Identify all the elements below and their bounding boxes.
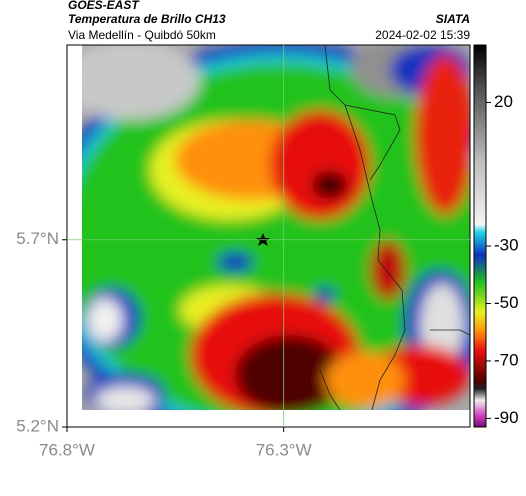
y-tick-label: 5.2°N xyxy=(16,416,59,435)
x-tick-label: 76.3°W xyxy=(256,440,312,459)
colorbar-tick-label: -50 xyxy=(494,293,519,312)
colorbar xyxy=(473,44,487,428)
x-tick-label: 76.8°W xyxy=(39,440,95,459)
colorbar-tick-label: -30 xyxy=(494,236,519,255)
colorbar-tick-label: 20 xyxy=(494,92,513,111)
satellite-image xyxy=(82,45,470,410)
timestamp: 2024-02-02 15:39 xyxy=(375,28,470,42)
agency: SIATA xyxy=(436,12,470,26)
colorbar-tick-label: -70 xyxy=(494,350,519,369)
colorbar-tick-label: -90 xyxy=(494,408,519,427)
y-tick-label: 5.7°N xyxy=(16,229,59,248)
subtitle: Via Medellín - Quibdó 50km xyxy=(68,28,216,42)
source: GOES-EAST xyxy=(68,0,140,12)
title: Temperatura de Brillo CH13 xyxy=(68,12,226,26)
map-frame xyxy=(66,44,471,428)
